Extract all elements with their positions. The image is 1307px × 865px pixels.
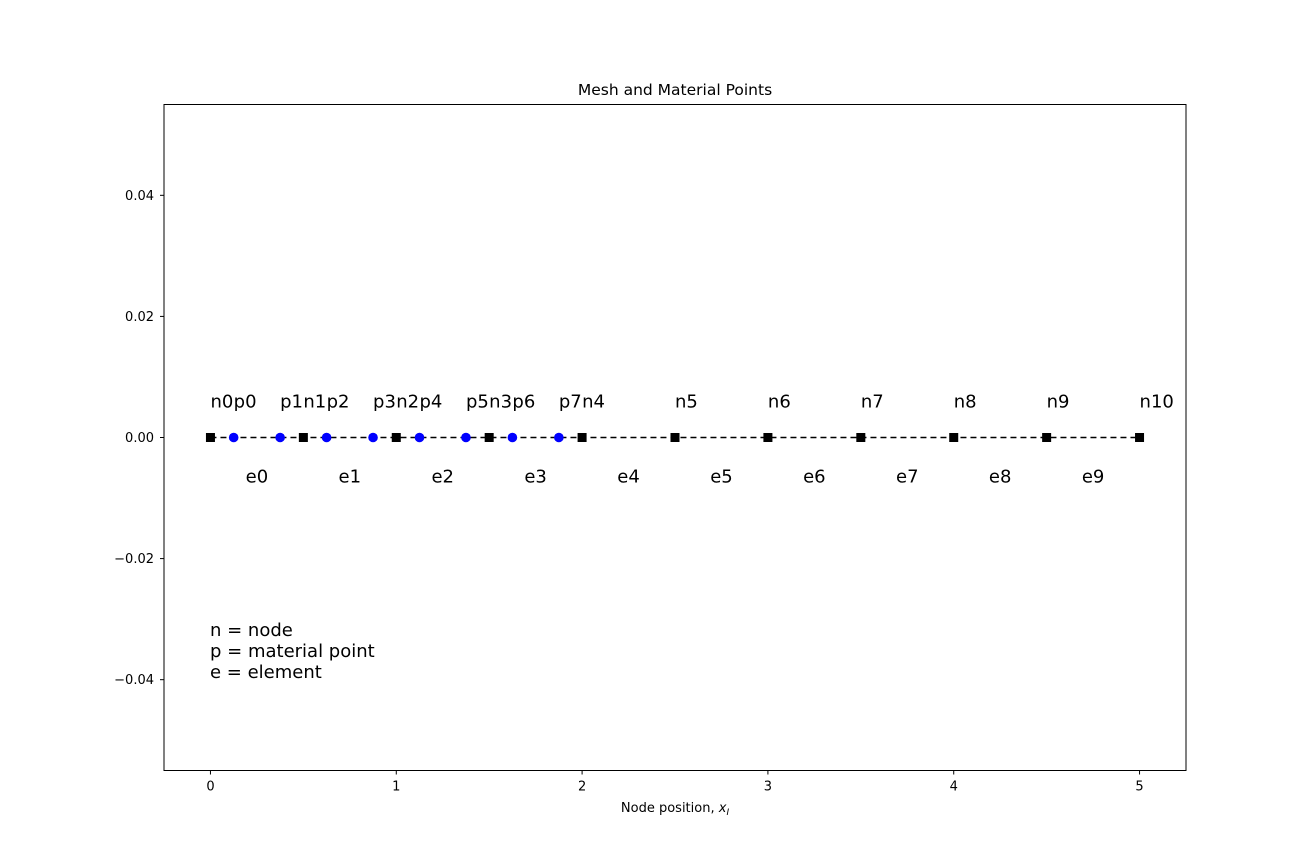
y-tick-label: 0.02 xyxy=(125,310,154,325)
node-marker xyxy=(392,433,401,442)
element-label: e4 xyxy=(617,467,640,488)
y-tick-label: −0.02 xyxy=(114,552,154,567)
element-label: e3 xyxy=(524,467,547,488)
material-point-marker xyxy=(415,433,425,443)
material-point-label: p7 xyxy=(559,392,582,413)
element-label: e1 xyxy=(339,467,362,488)
legend-annotation: n = node p = material point e = element xyxy=(210,620,375,683)
annotation-line-material-point: p = material point xyxy=(210,641,375,662)
chart-title: Mesh and Material Points xyxy=(578,81,772,99)
node-label: n4 xyxy=(582,392,605,413)
node-label: n5 xyxy=(675,392,698,413)
y-tick-label: −0.04 xyxy=(114,673,154,688)
material-point-marker xyxy=(508,433,518,443)
element-label: e2 xyxy=(431,467,454,488)
node-label: n6 xyxy=(768,392,791,413)
x-axis-label-symbol: x xyxy=(718,801,727,816)
node-label: n0 xyxy=(210,392,233,413)
element-label: e7 xyxy=(896,467,919,488)
material-point-label: p3 xyxy=(373,392,396,413)
material-point-marker xyxy=(554,433,564,443)
node-marker xyxy=(578,433,587,442)
x-tick-label: 5 xyxy=(1135,780,1143,795)
x-tick-label: 4 xyxy=(950,780,958,795)
material-point-label: p6 xyxy=(512,392,535,413)
material-point-marker xyxy=(322,433,332,443)
annotation-line-node: n = node xyxy=(210,620,375,641)
material-point-label: p5 xyxy=(466,392,489,413)
element-label: e0 xyxy=(246,467,269,488)
x-axis-label-text: Node position, xyxy=(621,801,719,816)
y-axis: 0.04 0.02 0.00 −0.02 −0.04 xyxy=(114,189,164,688)
node-marker xyxy=(299,433,308,442)
material-point-label: p0 xyxy=(234,392,257,413)
element-label: e9 xyxy=(1082,467,1105,488)
node-marker xyxy=(206,433,215,442)
node-marker xyxy=(763,433,772,442)
node-label: n2 xyxy=(396,392,419,413)
y-tick-label: 0.04 xyxy=(125,189,154,204)
x-tick-label: 3 xyxy=(764,780,772,795)
node-marker xyxy=(1135,433,1144,442)
node-marker xyxy=(485,433,494,442)
node-label: n1 xyxy=(303,392,326,413)
element-label: e8 xyxy=(989,467,1012,488)
x-tick-label: 1 xyxy=(392,780,400,795)
material-point-marker xyxy=(275,433,285,443)
x-axis-label: Node position, xI xyxy=(621,801,730,818)
annotation-line-element: e = element xyxy=(210,662,375,683)
x-axis-label-subscript: I xyxy=(726,808,729,818)
material-point-marker xyxy=(368,433,378,443)
element-labels: e0 e1 e2 e3 e4 e5 e6 e7 e8 e9 xyxy=(246,467,1105,488)
node-marker xyxy=(671,433,680,442)
element-label: e5 xyxy=(710,467,733,488)
y-tick-label: 0.00 xyxy=(125,431,154,446)
node-label: n8 xyxy=(954,392,977,413)
x-tick-label: 0 xyxy=(206,780,214,795)
point-labels: n0 n1 n2 n3 n4 n5 n6 n7 n8 n9 n10 p0 p1 p2 p3 p4 p5 p6 p7 xyxy=(210,392,1173,413)
node-marker xyxy=(949,433,958,442)
material-point-label: p2 xyxy=(327,392,350,413)
x-tick-label: 2 xyxy=(578,780,586,795)
material-point-marker xyxy=(229,433,239,443)
x-axis: 0 1 2 3 4 5 xyxy=(206,771,1143,795)
material-point-label: p1 xyxy=(280,392,303,413)
material-point-marker xyxy=(461,433,471,443)
node-marker xyxy=(1042,433,1051,442)
node-marker xyxy=(856,433,865,442)
node-label: n9 xyxy=(1047,392,1070,413)
material-point-label: p4 xyxy=(420,392,443,413)
element-label: e6 xyxy=(803,467,826,488)
node-label: n3 xyxy=(489,392,512,413)
node-label: n7 xyxy=(861,392,884,413)
node-label: n10 xyxy=(1140,392,1174,413)
